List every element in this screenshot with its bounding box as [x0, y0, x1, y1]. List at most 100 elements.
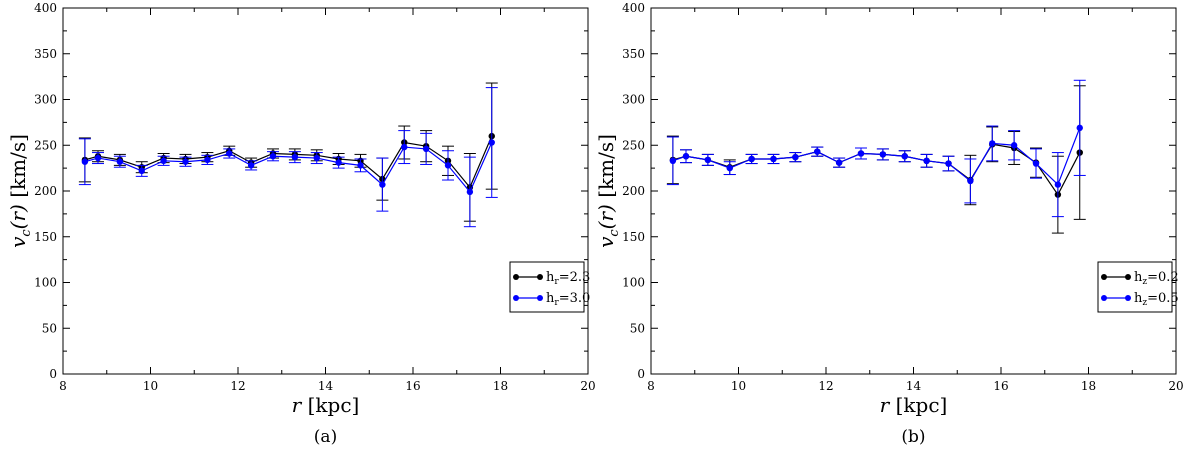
chart-a-legend-marker: [537, 295, 543, 301]
chart-b-data-point: [835, 159, 843, 166]
chart-a-data-point: [444, 162, 452, 169]
chart-a-legend-label: hr=2.3: [546, 270, 590, 287]
chart-b-legend-marker: [1125, 274, 1131, 280]
chart-b-series-line: [672, 127, 1081, 186]
chart-b-plot-frame: [650, 7, 1177, 375]
chart-b-y-tick-label: 400: [622, 1, 645, 15]
chart-b-legend-label: hz=0.2: [1134, 270, 1179, 287]
chart-b-data-point: [923, 157, 930, 165]
chart-b-legend-marker: [1125, 295, 1131, 301]
chart-a-data-point: [269, 153, 277, 160]
chart-b-legend-box: [1097, 261, 1173, 313]
chart-b-data-point: [1054, 181, 1062, 188]
chart-a-data-point: [401, 143, 408, 151]
chart-b-y-tick-label: 300: [622, 93, 645, 107]
chart-a-y-tick-label: 100: [34, 276, 57, 290]
chart-a-y-tick-label: 150: [34, 230, 57, 244]
chart-b-data-point: [1010, 142, 1018, 149]
chart-b-data-point: [945, 160, 952, 167]
chart-b-x-tick-label: 14: [906, 379, 922, 393]
chart-a-legend: hr=2.3 hr=3.0: [509, 261, 590, 313]
chart-b-legend: hz=0.2 hz=0.5: [1097, 261, 1179, 313]
chart-b-y-axis-label: vc(r) [km/s]: [594, 134, 622, 248]
chart-b-data-point: [669, 157, 677, 165]
chart-a-y-tick-label: 200: [34, 184, 57, 198]
chart-b-data-point: [901, 153, 908, 160]
chart-b-data-point: [857, 150, 865, 157]
chart-b-x-tick-label: 12: [818, 379, 833, 393]
chart-b-y-tick-label: 0: [637, 367, 645, 381]
chart-a-x-tick-label: 10: [143, 379, 158, 393]
chart-b-data-point: [967, 177, 974, 185]
chart-a-data-point: [357, 162, 364, 169]
chart-b-x-tick-label: 18: [1081, 379, 1096, 393]
chart-b-data-point: [792, 153, 799, 161]
chart-a-data-point: [81, 158, 89, 165]
chart-b-data-point: [726, 164, 733, 172]
chart-a-data-point: [247, 162, 255, 169]
chart-b-y-tick-label: 150: [622, 230, 645, 244]
chart-a-legend-marker: [513, 274, 519, 280]
chart-b-legend-marker: [1101, 274, 1107, 280]
chart-b-data-point: [1032, 160, 1040, 167]
chart-b-x-tick-label: 16: [993, 379, 1008, 393]
chart-a-series-line: [84, 142, 493, 194]
chart-a-y-tick-label: 350: [34, 47, 57, 61]
chart-a-plot-frame: [62, 7, 589, 375]
chart-b-legend-label: hz=0.5: [1134, 291, 1179, 308]
chart-a-y-tick-label: 300: [34, 93, 57, 107]
chart-a-x-tick-label: 20: [580, 379, 595, 393]
chart-b-data-point: [770, 155, 777, 163]
chart-a-series-1: [78, 82, 498, 222]
chart-a-x-tick-label: 12: [230, 379, 245, 393]
chart-b-y-tick-label: 50: [630, 321, 645, 335]
chart-a-series-2: [78, 87, 498, 228]
chart-b-y-tick-label: 350: [622, 47, 645, 61]
chart-b-x-tick-label: 10: [731, 379, 746, 393]
chart-b-y-tick-label: 250: [622, 138, 645, 152]
chart-a-x-tick-label: 8: [59, 379, 67, 393]
chart-a-data-point: [466, 188, 474, 196]
chart-a-data-point: [226, 150, 233, 157]
chart-b-data-point: [879, 151, 887, 158]
chart-a-data-point: [94, 154, 102, 162]
chart-a-data-point: [160, 157, 167, 165]
chart-a-data-point: [335, 159, 342, 166]
chart-a-data-point: [422, 145, 430, 153]
chart-a-caption: (a): [314, 427, 337, 447]
chart-b-legend-marker: [1101, 295, 1107, 301]
chart-b-series-2: [666, 79, 1086, 218]
chart-a-legend-marker: [537, 274, 543, 280]
chart-a-y-tick-label: 0: [49, 367, 57, 381]
chart-a-data-point: [291, 153, 299, 161]
chart-a-data-point: [138, 167, 145, 175]
chart-a-legend-box: [509, 261, 585, 313]
chart-a-data-point: [204, 156, 211, 164]
chart-a-y-tick-label: 50: [42, 321, 57, 335]
chart-a-x-axis-label: r [kpc]: [292, 393, 360, 417]
chart-b-data-point: [814, 148, 821, 155]
chart-b-caption: (b): [901, 427, 925, 447]
chart-b-x-tick-label: 20: [1168, 379, 1183, 393]
chart-a-y-tick-label: 400: [34, 1, 57, 15]
chart-a-legend-marker: [513, 295, 519, 301]
chart-b-data-point: [704, 156, 712, 164]
chart-b-y-tick-label: 200: [622, 184, 645, 198]
chart-b-data-point: [989, 140, 996, 147]
chart-a-legend-label: hr=3.0: [546, 291, 590, 308]
chart-b-x-tick-label: 8: [647, 379, 655, 393]
chart-b-series-1: [666, 85, 1086, 234]
chart-a-y-tick-label: 250: [34, 138, 57, 152]
chart-b-data-point: [1076, 124, 1083, 132]
chart-b-data-point: [682, 153, 690, 160]
chart-a-data-point: [488, 139, 495, 146]
chart-a-x-tick-label: 14: [318, 379, 334, 393]
chart-a-data-point: [182, 158, 189, 165]
chart-b-x-axis-label: r [kpc]: [880, 393, 948, 417]
chart-b-series-line: [672, 143, 1081, 196]
chart-b-y-tick-label: 100: [622, 276, 645, 290]
chart-b-data-point: [748, 155, 755, 163]
